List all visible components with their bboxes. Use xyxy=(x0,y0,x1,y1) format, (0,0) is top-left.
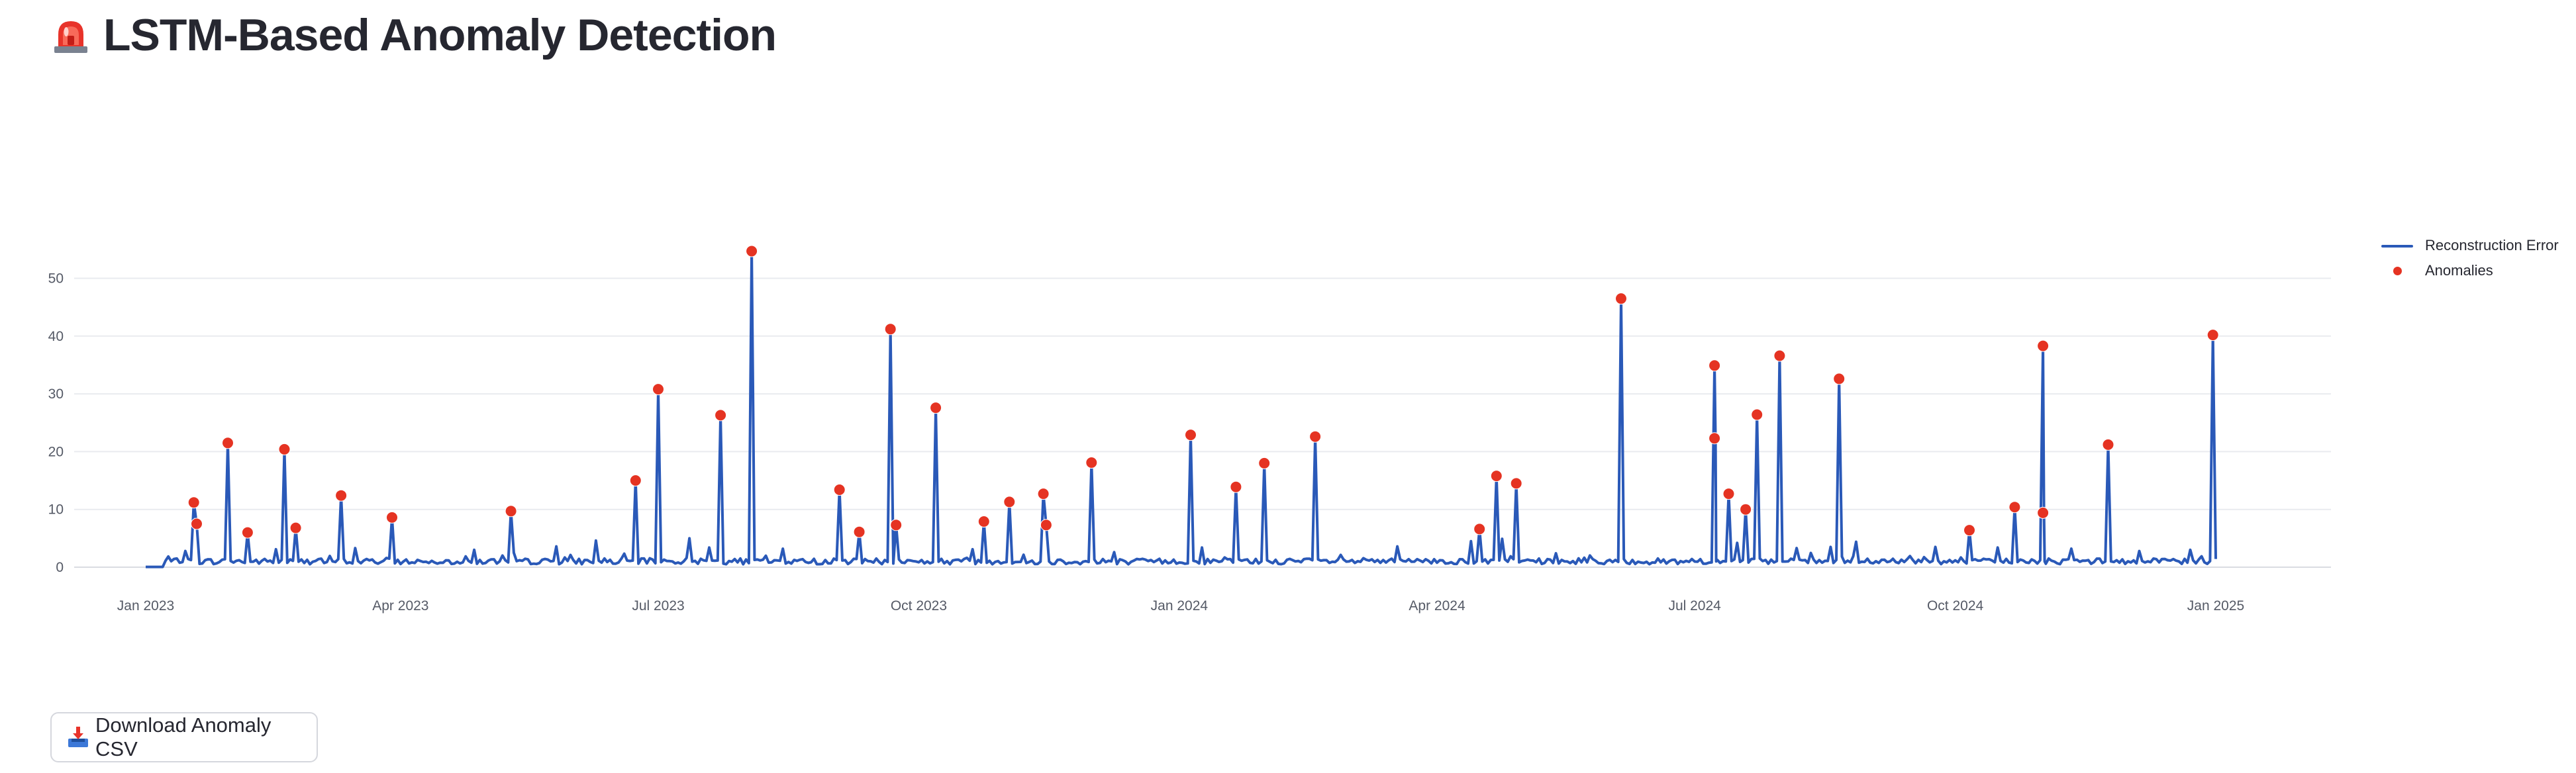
anomaly-point[interactable] xyxy=(930,402,942,414)
page-title: LSTM-Based Anomaly Detection xyxy=(103,10,777,60)
anomaly-point[interactable] xyxy=(2037,340,2050,352)
x-tick-label: Jul 2024 xyxy=(1668,598,1721,614)
anomaly-point[interactable] xyxy=(1615,293,1627,305)
anomaly-point[interactable] xyxy=(1773,349,1786,362)
y-tick-label: 10 xyxy=(48,502,64,518)
anomaly-point[interactable] xyxy=(187,496,200,509)
anomaly-point[interactable] xyxy=(746,245,758,257)
x-tick-label: Jan 2025 xyxy=(2187,598,2244,614)
anomaly-point[interactable] xyxy=(1473,523,1486,535)
anomaly-point[interactable] xyxy=(1258,457,1271,469)
download-anomaly-csv-button[interactable]: Download Anomaly CSV xyxy=(50,712,318,762)
anomaly-point[interactable] xyxy=(1037,488,1050,500)
x-axis-ticks: Jan 2023 Apr 2023 Jul 2023 Oct 2023 Jan 2024… xyxy=(117,598,2244,614)
download-button-label: Download Anomaly CSV xyxy=(95,713,272,760)
anomaly-point[interactable] xyxy=(1722,488,1735,500)
anomaly-point[interactable] xyxy=(1040,519,1052,531)
reconstruction-error-line[interactable] xyxy=(146,250,2217,568)
legend-label: Reconstruction Error xyxy=(2425,237,2559,253)
anomaly-point[interactable] xyxy=(386,511,398,523)
anomaly-point[interactable] xyxy=(1709,432,1721,445)
dot-swatch-icon xyxy=(2377,261,2417,281)
legend-item-anomalies[interactable]: Anomalies xyxy=(2377,258,2559,283)
anomaly-point[interactable] xyxy=(833,484,846,496)
anomaly-point[interactable] xyxy=(1833,373,1846,385)
anomaly-point[interactable] xyxy=(1490,470,1503,482)
y-tick-label: 50 xyxy=(48,271,64,287)
x-tick-label: Apr 2023 xyxy=(372,598,428,614)
siren-icon xyxy=(52,16,90,54)
anomaly-point[interactable] xyxy=(1003,496,1016,508)
y-tick-label: 30 xyxy=(48,386,64,402)
anomaly-point[interactable] xyxy=(2206,329,2219,341)
chart-legend: Reconstruction Error Anomalies xyxy=(2377,233,2559,283)
y-tick-label: 40 xyxy=(48,329,64,344)
page-header: LSTM-Based Anomaly Detection xyxy=(52,9,777,61)
y-tick-label: 20 xyxy=(48,444,64,459)
anomaly-point[interactable] xyxy=(1230,480,1242,493)
anomaly-chart[interactable]: 0 10 20 30 40 50 Jan 2023 Apr 2023 Jul 2023 Oct … xyxy=(0,0,2576,662)
anomaly-point[interactable] xyxy=(2037,506,2050,519)
anomaly-point[interactable] xyxy=(1085,457,1098,469)
anomaly-point[interactable] xyxy=(1510,477,1522,490)
anomaly-point[interactable] xyxy=(1963,524,1975,537)
anomaly-point[interactable] xyxy=(2102,438,2114,451)
y-tick-label: 0 xyxy=(56,560,64,575)
anomaly-point[interactable] xyxy=(2008,501,2021,514)
anomaly-point[interactable] xyxy=(222,437,234,449)
anomaly-point[interactable] xyxy=(715,409,727,422)
x-tick-label: Apr 2024 xyxy=(1409,598,1465,614)
x-tick-label: Jan 2023 xyxy=(117,598,174,614)
anomaly-point[interactable] xyxy=(1751,408,1763,421)
x-tick-label: Oct 2023 xyxy=(891,598,947,614)
anomaly-point[interactable] xyxy=(335,489,348,502)
anomaly-point[interactable] xyxy=(241,526,254,539)
anomaly-point[interactable] xyxy=(278,443,291,455)
anomaly-point[interactable] xyxy=(977,516,990,527)
anomaly-point[interactable] xyxy=(629,475,642,486)
anomaly-point[interactable] xyxy=(890,519,903,531)
legend-item-reconstruction-error[interactable]: Reconstruction Error xyxy=(2377,233,2559,258)
x-tick-label: Jul 2023 xyxy=(632,598,684,614)
anomaly-point[interactable] xyxy=(191,518,203,530)
x-tick-label: Jan 2024 xyxy=(1151,598,1209,614)
anomaly-point[interactable] xyxy=(884,323,897,336)
chart-grid xyxy=(74,277,2331,568)
x-tick-label: Oct 2024 xyxy=(1927,598,1984,614)
anomaly-point[interactable] xyxy=(1185,429,1197,441)
anomaly-markers[interactable] xyxy=(187,245,2219,539)
anomaly-point[interactable] xyxy=(1709,359,1721,372)
anomaly-point[interactable] xyxy=(1309,430,1322,443)
line-swatch-icon xyxy=(2377,236,2417,255)
legend-label: Anomalies xyxy=(2425,262,2493,279)
anomaly-point[interactable] xyxy=(652,383,664,396)
anomaly-point[interactable] xyxy=(505,505,517,518)
anomaly-point[interactable] xyxy=(853,525,866,538)
y-axis-ticks: 0 10 20 30 40 50 xyxy=(48,271,64,576)
anomaly-point[interactable] xyxy=(1740,503,1752,516)
anomaly-point[interactable] xyxy=(289,522,302,534)
inbox-tray-icon xyxy=(66,725,90,749)
